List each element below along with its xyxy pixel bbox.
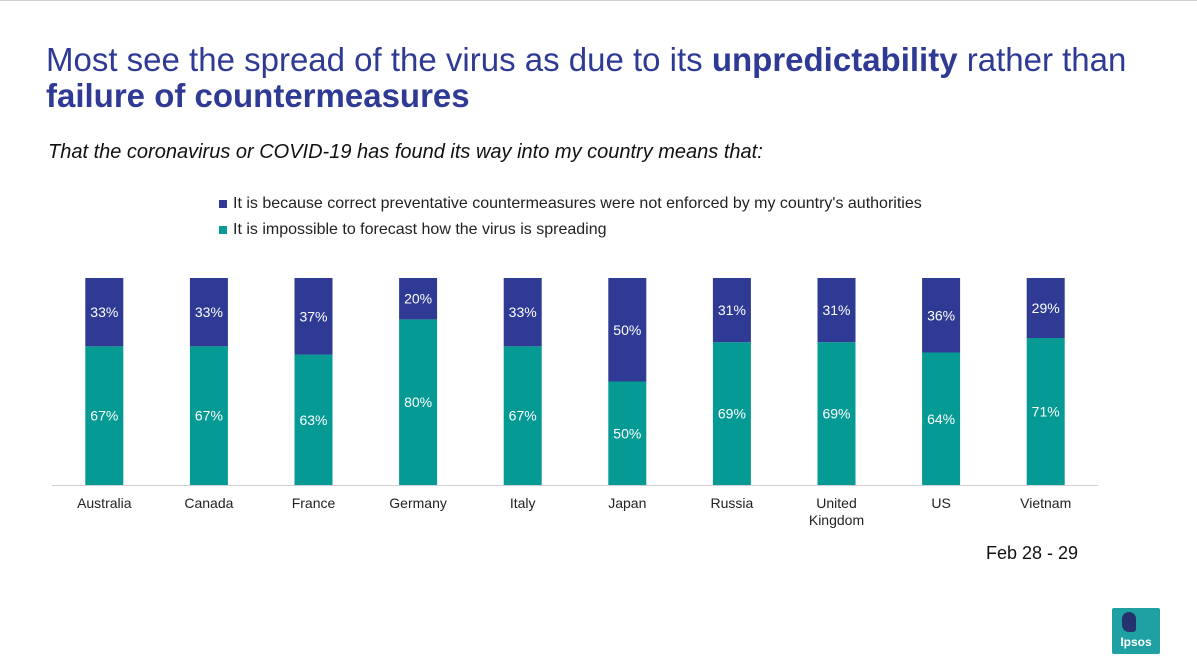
data-label-countermeasures-vietnam: 29% (1032, 300, 1060, 316)
legend-swatch-countermeasures (219, 200, 227, 208)
bar-impossible-united-kingdom (817, 342, 856, 485)
bar-impossible-germany (399, 319, 438, 485)
bar-countermeasures-japan (608, 278, 647, 382)
data-label-countermeasures-us: 36% (927, 307, 955, 323)
bar-impossible-italy (503, 346, 542, 485)
data-label-impossible-canada: 67% (195, 408, 223, 424)
bar-countermeasures-us (922, 278, 961, 353)
legend-label-impossible: It is impossible to forecast how the vir… (233, 221, 607, 238)
legend-swatch-impossible (219, 226, 227, 234)
bar-countermeasures-russia (712, 278, 751, 343)
category-label-italy: Italy (510, 495, 536, 511)
data-label-impossible-united-kingdom: 69% (822, 406, 850, 422)
bar-impossible-us (922, 352, 961, 485)
data-label-impossible-italy: 67% (509, 408, 537, 424)
category-label-russia: Russia (711, 495, 754, 511)
bar-countermeasures-italy (503, 278, 542, 347)
bar-countermeasures-france (294, 278, 333, 355)
bar-impossible-vietnam (1026, 338, 1065, 485)
bar-countermeasures-united-kingdom (817, 278, 856, 343)
bar-impossible-france (294, 354, 333, 485)
data-label-countermeasures-australia: 33% (90, 304, 118, 320)
category-label-canada: Canada (184, 495, 233, 511)
bar-countermeasures-canada (189, 278, 228, 347)
data-label-impossible-france: 63% (299, 412, 327, 428)
category-label-germany: Germany (389, 495, 447, 511)
bar-impossible-australia (85, 346, 124, 485)
bar-impossible-russia (712, 342, 751, 485)
ipsos-logo: Ipsos (1112, 608, 1160, 654)
data-label-countermeasures-germany: 20% (404, 291, 432, 307)
category-label-vietnam: Vietnam (1020, 495, 1071, 511)
data-label-impossible-us: 64% (927, 411, 955, 427)
data-label-countermeasures-united-kingdom: 31% (822, 302, 850, 318)
data-label-impossible-australia: 67% (90, 408, 118, 424)
data-label-countermeasures-russia: 31% (718, 302, 746, 318)
bar-countermeasures-germany (399, 278, 438, 320)
data-label-countermeasures-italy: 33% (509, 304, 537, 320)
top-divider (0, 0, 1197, 1)
category-label-united-kingdom: United Kingdom (809, 495, 864, 528)
page-title: Most see the spread of the virus as due … (46, 41, 1127, 114)
question-subtitle: That the coronavirus or COVID-19 has fou… (48, 141, 763, 163)
data-label-impossible-germany: 80% (404, 394, 432, 410)
data-label-impossible-japan: 50% (613, 425, 641, 441)
bar-impossible-japan (608, 381, 647, 485)
survey-date: Feb 28 - 29 (986, 543, 1079, 563)
legend-label-countermeasures: It is because correct preventative count… (233, 195, 922, 212)
data-label-countermeasures-france: 37% (299, 308, 327, 324)
bar-countermeasures-australia (85, 278, 124, 347)
logo-mark-icon (1122, 612, 1136, 632)
data-label-impossible-vietnam: 71% (1032, 404, 1060, 420)
chart-legend: It is because correct preventative count… (219, 191, 922, 243)
category-label-australia: Australia (77, 495, 132, 511)
logo-text: Ipsos (1120, 635, 1152, 649)
bar-impossible-canada (189, 346, 228, 485)
legend-item-impossible: It is impossible to forecast how the vir… (219, 217, 922, 243)
bar-countermeasures-vietnam (1026, 278, 1065, 339)
category-label-japan: Japan (608, 495, 646, 511)
data-label-countermeasures-japan: 50% (613, 322, 641, 338)
data-label-impossible-russia: 69% (718, 406, 746, 422)
legend-item-countermeasures: It is because correct preventative count… (219, 191, 922, 217)
category-label-us: US (931, 495, 950, 511)
data-label-countermeasures-canada: 33% (195, 304, 223, 320)
category-label-france: France (292, 495, 336, 511)
